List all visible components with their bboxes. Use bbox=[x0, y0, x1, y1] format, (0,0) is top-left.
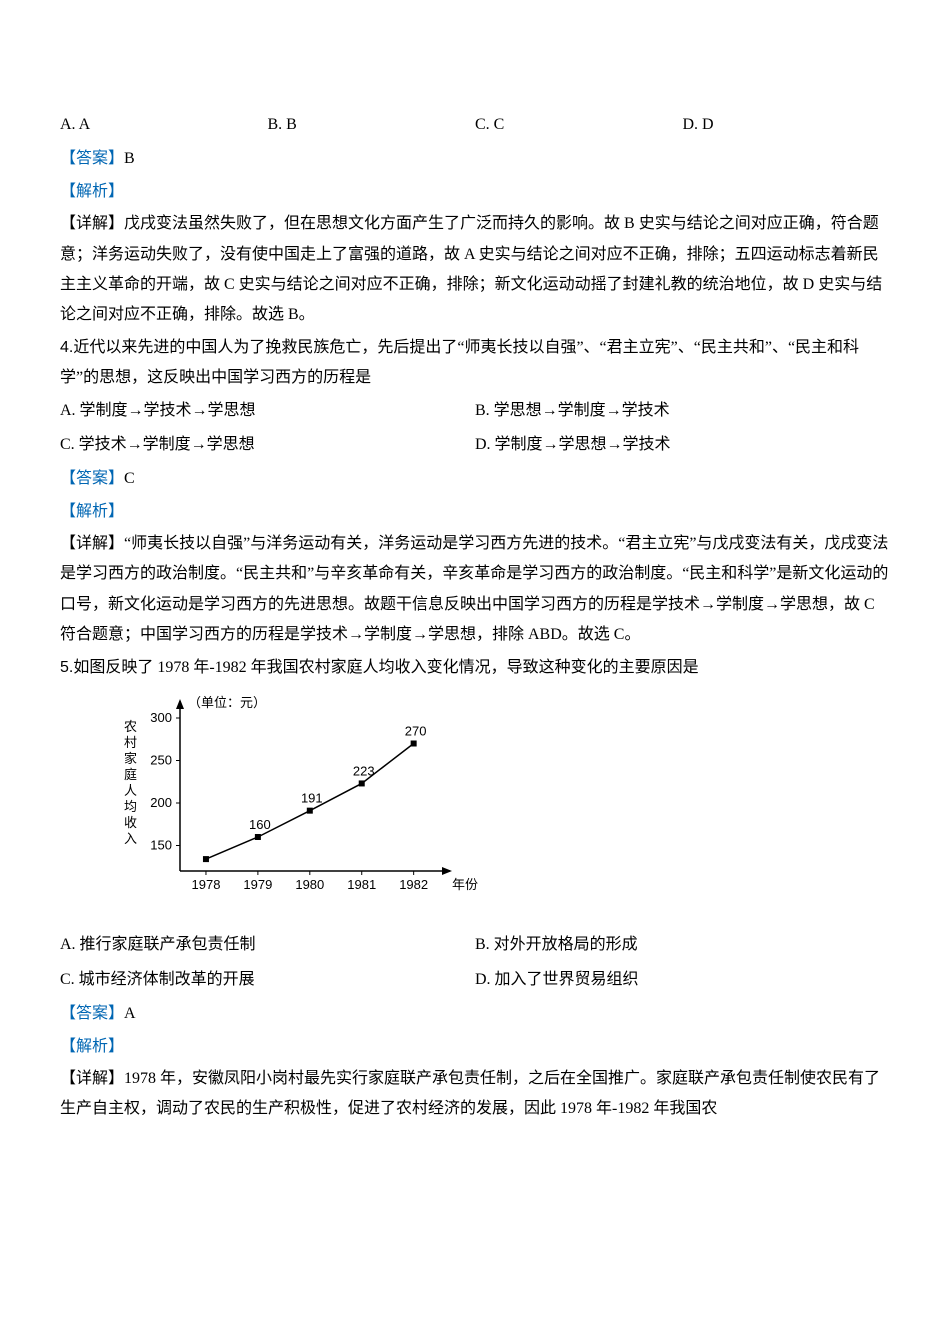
q5-detail: 【详解】1978 年，安徽凤阳小岗村最先实行家庭联产承包责任制，之后在全国推广。… bbox=[60, 1064, 890, 1125]
q5-option-d: D. 加入了世界贸易组织 bbox=[475, 965, 890, 995]
q4-option-c: C. 学技术→学制度→学思想 bbox=[60, 430, 475, 460]
svg-text:农: 农 bbox=[124, 719, 137, 734]
q5-option-a: A. 推行家庭联产承包责任制 bbox=[60, 930, 475, 960]
q3-option-b: B. B bbox=[268, 110, 476, 140]
q5-option-b: B. 对外开放格局的形成 bbox=[475, 930, 890, 960]
detail-text: 戊戌变法虽然失败了，但在思想文化方面产生了广泛而持久的影响。故 B 史实与结论之… bbox=[60, 215, 882, 323]
svg-text:庭: 庭 bbox=[124, 767, 137, 782]
svg-text:1978: 1978 bbox=[192, 877, 221, 892]
answer-label: 【答案】 bbox=[60, 1005, 124, 1022]
q3-answer-line: 【答案】B bbox=[60, 144, 890, 174]
answer-label: 【答案】 bbox=[60, 470, 124, 487]
detail-label: 【详解】 bbox=[60, 535, 124, 552]
answer-label: 【答案】 bbox=[60, 150, 124, 167]
q4-stem: 4.近代以来先进的中国人为了挽救民族危亡，先后提出了“师夷长技以自强”、“君主立… bbox=[60, 333, 890, 394]
q3-options: A. A B. B C. C D. D bbox=[60, 110, 890, 140]
svg-text:191: 191 bbox=[301, 791, 323, 806]
q4-answer-line: 【答案】C bbox=[60, 464, 890, 494]
answer-value: A bbox=[124, 1005, 136, 1022]
q5-options-row1: A. 推行家庭联产承包责任制 B. 对外开放格局的形成 bbox=[60, 930, 890, 960]
svg-text:收: 收 bbox=[124, 815, 137, 830]
svg-text:250: 250 bbox=[150, 753, 172, 768]
q4-option-b: B. 学思想→学制度→学技术 bbox=[475, 396, 890, 426]
q3-option-c: C. C bbox=[475, 110, 683, 140]
svg-text:300: 300 bbox=[150, 710, 172, 725]
svg-text:家: 家 bbox=[124, 751, 137, 766]
q4-number: 4. bbox=[60, 339, 73, 356]
detail-text: “师夷长技以自强”与洋务运动有关，洋务运动是学习西方先进的技术。“君主立宪”与戊… bbox=[60, 535, 888, 643]
svg-text:1980: 1980 bbox=[295, 877, 324, 892]
svg-text:1982: 1982 bbox=[399, 877, 428, 892]
detail-text: 1978 年，安徽凤阳小岗村最先实行家庭联产承包责任制，之后在全国推广。家庭联产… bbox=[60, 1070, 880, 1117]
svg-text:270: 270 bbox=[405, 724, 427, 739]
detail-label: 【详解】 bbox=[60, 1070, 124, 1087]
q4-explain-label: 【解析】 bbox=[60, 497, 890, 527]
svg-text:（单位：元）: （单位：元） bbox=[188, 695, 266, 710]
q5-explain-label: 【解析】 bbox=[60, 1032, 890, 1062]
q4-stem-text: 近代以来先进的中国人为了挽救民族危亡，先后提出了“师夷长技以自强”、“君主立宪”… bbox=[60, 339, 859, 386]
svg-text:1981: 1981 bbox=[347, 877, 376, 892]
svg-text:150: 150 bbox=[150, 838, 172, 853]
income-chart: （单位：元） 150 200 250 300 农村家庭人均收入 1978 1979 1980 19… bbox=[100, 691, 890, 922]
q5-options-row2: C. 城市经济体制改革的开展 D. 加入了世界贸易组织 bbox=[60, 965, 890, 995]
svg-text:223: 223 bbox=[353, 763, 375, 778]
svg-text:200: 200 bbox=[150, 795, 172, 810]
q3-option-d: D. D bbox=[683, 110, 891, 140]
svg-text:1979: 1979 bbox=[243, 877, 272, 892]
q4-options-row2: C. 学技术→学制度→学思想 D. 学制度→学思想→学技术 bbox=[60, 430, 890, 460]
q5-stem: 5.如图反映了 1978 年-1982 年我国农村家庭人均收入变化情况，导致这种… bbox=[60, 653, 890, 683]
q5-option-c: C. 城市经济体制改革的开展 bbox=[60, 965, 475, 995]
q3-option-a: A. A bbox=[60, 110, 268, 140]
q4-option-d: D. 学制度→学思想→学技术 bbox=[475, 430, 890, 460]
svg-text:村: 村 bbox=[124, 735, 137, 750]
q5-number: 5. bbox=[60, 659, 73, 676]
answer-value: C bbox=[124, 470, 135, 487]
q3-detail: 【详解】戊戌变法虽然失败了，但在思想文化方面产生了广泛而持久的影响。故 B 史实… bbox=[60, 209, 890, 331]
q5-stem-text: 如图反映了 1978 年-1982 年我国农村家庭人均收入变化情况，导致这种变化… bbox=[73, 659, 698, 676]
q4-option-a: A. 学制度→学技术→学思想 bbox=[60, 396, 475, 426]
svg-text:入: 入 bbox=[124, 831, 137, 846]
svg-text:人: 人 bbox=[124, 783, 137, 798]
svg-text:160: 160 bbox=[249, 817, 271, 832]
q4-options-row1: A. 学制度→学技术→学思想 B. 学思想→学制度→学技术 bbox=[60, 396, 890, 426]
detail-label: 【详解】 bbox=[60, 215, 124, 232]
svg-text:均: 均 bbox=[124, 799, 137, 814]
q5-answer-line: 【答案】A bbox=[60, 999, 890, 1029]
svg-text:年份: 年份 bbox=[452, 877, 478, 892]
q4-detail: 【详解】“师夷长技以自强”与洋务运动有关，洋务运动是学习西方先进的技术。“君主立… bbox=[60, 529, 890, 651]
line-chart-svg: （单位：元） 150 200 250 300 农村家庭人均收入 1978 1979 1980 19… bbox=[100, 691, 480, 911]
q3-explain-label: 【解析】 bbox=[60, 177, 890, 207]
answer-value: B bbox=[124, 150, 135, 167]
